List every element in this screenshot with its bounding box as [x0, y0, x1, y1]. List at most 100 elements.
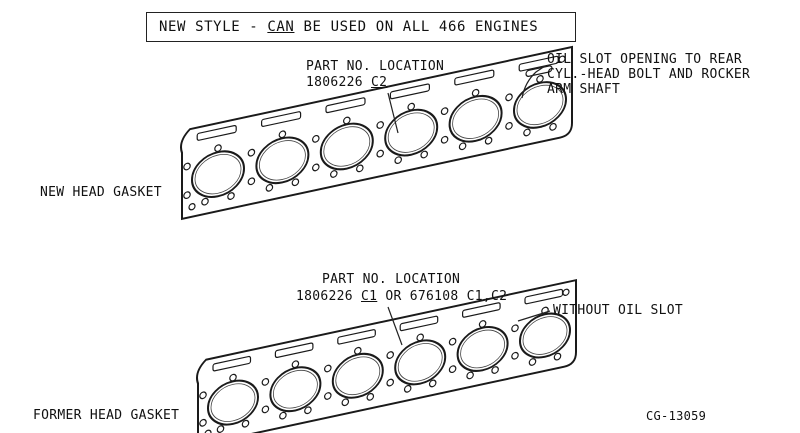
- cylinder-bore: [384, 108, 439, 157]
- cylinder-bore: [319, 122, 374, 171]
- bolt-hole: [366, 392, 375, 401]
- bore-ring: [460, 329, 506, 369]
- former-head-gasket-label: FORMER HEAD GASKET: [33, 408, 180, 423]
- bolt-hole: [448, 337, 457, 346]
- banner-suffix: BE USED ON ALL 466 ENGINES: [294, 19, 539, 35]
- leader-line: [387, 306, 403, 346]
- bolt-hole: [214, 144, 222, 153]
- pushrod-slot: [196, 124, 237, 141]
- bolt-hole: [261, 405, 270, 414]
- bolt-hole: [278, 130, 287, 139]
- bolt-hole: [304, 406, 312, 415]
- bolt-hole: [549, 122, 557, 131]
- former-head-gasket-drawing: [196, 278, 577, 433]
- bolt-hole: [528, 358, 537, 366]
- bore-ring: [210, 383, 256, 422]
- new-part-number-line: 1806226 C2: [306, 75, 387, 91]
- title-banner: NEW STYLE - CAN BE USED ON ALL 466 ENGIN…: [146, 12, 576, 42]
- new-part-number: 1806226: [306, 75, 372, 90]
- bolt-hole: [342, 116, 351, 125]
- former-part-number: 1806226: [296, 289, 362, 304]
- former-part-heading: PART NO. LOCATION: [322, 272, 461, 287]
- bolt-hole: [440, 107, 449, 116]
- bolt-hole: [420, 150, 429, 159]
- bolt-hole: [403, 384, 412, 393]
- bolt-hole: [311, 163, 320, 172]
- bolt-hole: [491, 366, 499, 374]
- bolt-hole: [416, 333, 425, 342]
- bolt-hole: [291, 178, 300, 187]
- bore-ring: [397, 343, 443, 382]
- bolt-hole: [407, 102, 416, 111]
- bolt-hole: [505, 122, 513, 130]
- banner-text: NEW STYLE - CAN BE USED ON ALL 466 ENGIN…: [159, 19, 538, 35]
- dowel-hole: [204, 429, 212, 433]
- new-part-suffix: C2: [371, 75, 388, 90]
- cylinder-bore: [448, 94, 503, 143]
- bore-ring: [522, 316, 568, 355]
- bolt-hole: [428, 379, 437, 388]
- new-head-gasket-drawing: [180, 45, 573, 221]
- bolt-hole: [229, 373, 237, 382]
- bolt-hole: [199, 418, 207, 427]
- bolt-hole: [484, 136, 493, 145]
- bolt-hole: [323, 392, 332, 400]
- pushrod-slot: [462, 302, 501, 318]
- bolt-hole: [216, 425, 225, 433]
- bore-ring: [258, 140, 306, 181]
- pushrod-slot: [524, 288, 564, 305]
- bolt-hole: [355, 164, 364, 173]
- dowel-hole: [188, 203, 196, 211]
- bolt-hole: [471, 88, 480, 97]
- banner-prefix: NEW STYLE -: [159, 19, 268, 35]
- bolt-hole: [523, 128, 531, 137]
- bore-ring: [516, 84, 564, 126]
- bolt-hole: [553, 352, 562, 361]
- bolt-hole: [247, 177, 256, 186]
- bolt-hole: [201, 197, 209, 206]
- leader-line: [521, 65, 546, 99]
- bolt-hole: [386, 351, 395, 359]
- oil-slot-callout-line2: CYL.-HEAD BOLT AND ROCKER: [547, 67, 751, 82]
- cylinder-bore: [255, 136, 310, 185]
- new-head-gasket-label: NEW HEAD GASKET: [40, 185, 162, 200]
- bolt-hole: [227, 192, 235, 200]
- bolt-hole: [448, 365, 457, 374]
- bolt-hole: [376, 149, 385, 158]
- pushrod-slot: [212, 355, 252, 372]
- pushrod-slot: [325, 97, 366, 114]
- without-oil-slot-callout: WITHOUT OIL SLOT: [553, 303, 684, 318]
- former-part-alt: OR 676108 C1,C2: [377, 289, 508, 304]
- oil-slot: [525, 65, 553, 77]
- bolt-hole: [536, 75, 544, 83]
- bolt-hole: [353, 346, 362, 355]
- banner-emphasis: CAN: [267, 19, 295, 35]
- former-part-suffix: C1: [361, 289, 378, 304]
- bolt-hole: [478, 320, 487, 328]
- pushrod-slot: [337, 329, 376, 345]
- new-part-heading: PART NO. LOCATION: [306, 59, 445, 74]
- bolt-hole: [376, 121, 385, 129]
- bolt-hole: [261, 378, 270, 386]
- bolt-hole: [183, 162, 191, 171]
- bolt-hole: [183, 191, 191, 200]
- bolt-hole: [323, 364, 332, 373]
- bolt-hole: [247, 148, 256, 157]
- former-part-number-line: 1806226 C1 OR 676108 C1,C2: [296, 289, 507, 305]
- bolt-hole: [279, 411, 287, 420]
- oil-slot-callout-line1: OIL SLOT OPENING TO REAR: [547, 52, 743, 67]
- bolt-hole: [329, 170, 338, 178]
- pushrod-slot: [454, 69, 495, 86]
- bolt-hole: [265, 183, 274, 192]
- pushrod-slot: [261, 111, 302, 127]
- dowel-hole: [562, 288, 570, 296]
- bolt-hole: [241, 419, 250, 428]
- bolt-hole: [466, 371, 474, 380]
- pushrod-slot: [399, 315, 439, 332]
- gasket-outline: [180, 45, 573, 221]
- bolt-hole: [341, 398, 350, 407]
- cylinder-bore: [513, 81, 567, 129]
- leader-line: [387, 92, 399, 134]
- bore-ring: [194, 154, 242, 195]
- gasket-outline: [196, 278, 577, 433]
